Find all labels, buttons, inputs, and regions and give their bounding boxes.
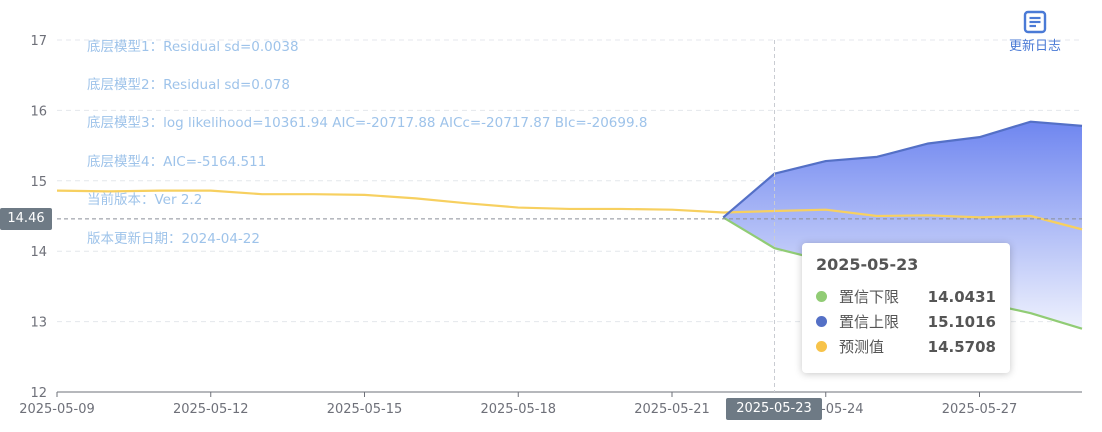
model-3-info: 底层模型3：log likelihood=10361.94 AIC=-20717… <box>87 115 648 131</box>
model-4-info: 底层模型4：AIC=-5164.511 <box>87 154 267 170</box>
tooltip-value-forecast: 14.5708 <box>927 337 996 356</box>
y-tick-label: 17 <box>30 34 47 49</box>
x-tick-label: 2025-05-18 <box>480 402 556 417</box>
tooltip-row-upper: 置信上限 15.1016 <box>816 309 996 334</box>
y-tick-label: 12 <box>30 386 47 401</box>
y-tick-label: 14 <box>30 245 47 260</box>
x-tick-label: 2025-05-27 <box>942 402 1018 417</box>
x-tick-label: 2025-05-12 <box>173 402 249 417</box>
tooltip-marker-forecast <box>816 341 827 352</box>
model-1-info: 底层模型1：Residual sd=0.0038 <box>87 39 299 55</box>
tooltip-title: 2025-05-23 <box>816 255 919 274</box>
model-2-info: 底层模型2：Residual sd=0.078 <box>87 77 290 93</box>
y-tick-label: 13 <box>30 316 47 331</box>
tooltip-value-upper: 15.1016 <box>927 312 996 331</box>
version-date-info: 版本更新日期：2024-04-22 <box>87 231 260 247</box>
y-tick-label: 15 <box>30 175 47 190</box>
upper-bound-line <box>722 120 1083 219</box>
tooltip-name-upper: 置信上限 <box>839 313 900 331</box>
tooltip-row-lower: 置信下限 14.0431 <box>816 284 996 309</box>
forecast-line <box>56 189 1083 231</box>
x-tick-label: 2025-05-09 <box>19 402 95 417</box>
tooltip-name-lower: 置信下限 <box>839 288 900 306</box>
x-tick-label: 2025-05-21 <box>634 402 710 417</box>
changelog-button[interactable]: 更新日志 <box>1000 10 1070 54</box>
tooltip-name-forecast: 预测值 <box>839 338 885 356</box>
x-tick-label: 2025-05-15 <box>327 402 403 417</box>
tooltip-marker-upper <box>816 316 827 327</box>
document-icon <box>1023 10 1047 34</box>
version-info: 当前版本：Ver 2.2 <box>87 192 203 208</box>
x-crosshair-label: 2025-05-23 <box>726 398 822 420</box>
y-tick-label: 16 <box>30 104 47 119</box>
changelog-label: 更新日志 <box>1008 39 1061 54</box>
tooltip-marker-lower <box>816 291 827 302</box>
y-crosshair-label: 14.46 <box>0 208 52 230</box>
tooltip-row-forecast: 预测值 14.5708 <box>816 334 996 359</box>
data-tooltip: 2025-05-23 置信下限 14.0431 置信上限 15.1016 预测值… <box>802 243 1010 373</box>
tooltip-value-lower: 14.0431 <box>927 287 996 306</box>
